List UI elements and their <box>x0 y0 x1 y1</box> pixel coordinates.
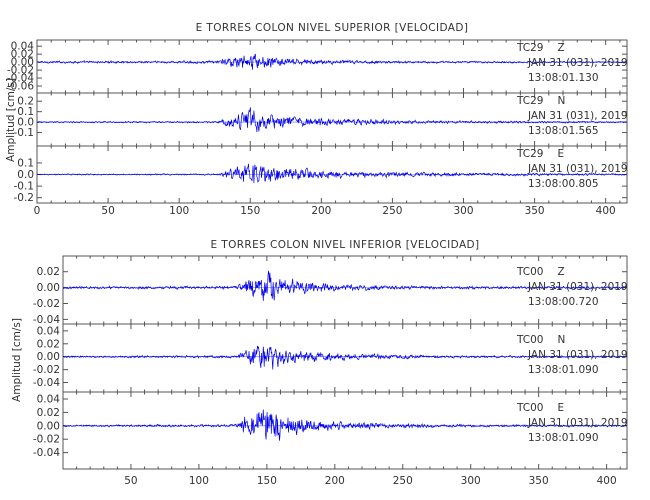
x-tick-label: 250 <box>382 205 402 217</box>
trace-time: 13:08:01.090 <box>528 432 599 444</box>
x-tick-label: 100 <box>169 205 189 217</box>
trace-station: TC29 <box>516 42 544 54</box>
trace-date: JAN 31 (031), 2019 <box>527 57 628 69</box>
y-tick-label: 0.04 <box>37 394 61 406</box>
y-tick-label: -0.2 <box>14 192 35 204</box>
y-axis-label: Amplitud [cm/s] <box>5 78 17 162</box>
y-tick-label: 0.02 <box>37 407 60 419</box>
trace-station: TC29 <box>516 148 544 160</box>
y-tick-label: 0.2 <box>17 96 34 108</box>
y-tick-label: 0.04 <box>37 325 61 337</box>
trace-station: TC00 <box>516 334 544 346</box>
y-tick-label: -0.02 <box>33 364 60 376</box>
y-tick-label: 0.04 <box>11 41 35 53</box>
chart-title: E TORRES COLON NIVEL INFERIOR [VELOCIDAD… <box>210 239 479 251</box>
y-tick-label: 0.1 <box>17 157 34 169</box>
y-tick-label: 0.00 <box>11 57 34 69</box>
trace-date: JAN 31 (031), 2019 <box>527 163 628 175</box>
x-tick-label: 200 <box>311 205 331 217</box>
y-tick-label: -0.04 <box>33 314 60 326</box>
y-tick-label: -0.02 <box>7 65 34 77</box>
y-tick-label: -0.04 <box>33 447 60 459</box>
y-tick-label: 0.02 <box>37 266 60 278</box>
y-tick-label: -0.06 <box>7 81 34 93</box>
trace-date: JAN 31 (031), 2019 <box>527 417 628 429</box>
y-tick-label: 0.0 <box>17 117 34 129</box>
trace-station-label: TC29 E <box>516 148 564 160</box>
y-tick-label: 0.00 <box>37 282 60 294</box>
x-tick-label: 50 <box>124 475 137 487</box>
y-tick-label: 0.00 <box>37 351 60 363</box>
trace-component: E <box>558 148 565 160</box>
x-tick-label: 350 <box>529 475 549 487</box>
trace-time: 13:08:00.720 <box>528 296 599 308</box>
y-tick-label: -0.02 <box>33 298 60 310</box>
chart-group-1: E TORRES COLON NIVEL SUPERIOR [VELOCIDAD… <box>5 22 628 217</box>
y-tick-label: 0.02 <box>37 338 60 350</box>
x-tick-label: 0 <box>34 205 41 217</box>
x-tick-label: 400 <box>597 475 617 487</box>
trace-station: TC00 <box>516 402 544 414</box>
trace-component: N <box>558 334 566 346</box>
panel-frame <box>62 391 628 470</box>
y-tick-label: 0.0 <box>17 169 34 181</box>
trace-station-label: TC00 N <box>516 334 565 346</box>
trace-date: JAN 31 (031), 2019 <box>527 349 628 361</box>
x-tick-label: 350 <box>525 205 545 217</box>
chart-group-2: E TORRES COLON NIVEL INFERIOR [VELOCIDAD… <box>11 239 628 487</box>
y-tick-label: -0.02 <box>33 434 60 446</box>
trace-station-label: TC00 Z <box>516 266 565 278</box>
trace-time: 13:08:01.130 <box>528 72 599 84</box>
trace-time: 13:08:01.565 <box>528 125 599 137</box>
chart-title: E TORRES COLON NIVEL SUPERIOR [VELOCIDAD… <box>196 22 469 34</box>
y-axis-label: Amplitud [cm/s] <box>11 318 23 402</box>
y-tick-label: -0.04 <box>7 73 34 85</box>
x-tick-label: 150 <box>240 205 260 217</box>
trace-component: E <box>558 402 565 414</box>
trace-station-label: TC29 Z <box>516 42 565 54</box>
y-tick-label: -0.1 <box>14 127 35 139</box>
trace-time: 13:08:00.805 <box>528 178 599 190</box>
y-tick-label: 0.1 <box>17 106 34 118</box>
x-tick-label: 250 <box>393 475 413 487</box>
x-tick-label: 300 <box>461 475 481 487</box>
trace-component: Z <box>558 42 565 54</box>
y-tick-label: -0.1 <box>14 181 35 193</box>
x-tick-label: 300 <box>453 205 473 217</box>
trace-date: JAN 31 (031), 2019 <box>527 110 628 122</box>
x-tick-label: 150 <box>257 475 277 487</box>
trace-station: TC29 <box>516 95 544 107</box>
x-tick-label: 200 <box>325 475 345 487</box>
trace-station-label: TC00 E <box>516 402 564 414</box>
trace-station-label: TC29 N <box>516 95 565 107</box>
trace-station: TC00 <box>516 266 544 278</box>
trace-date: JAN 31 (031), 2019 <box>527 281 628 293</box>
y-tick-label: 0.00 <box>37 420 60 432</box>
x-tick-label: 50 <box>101 205 114 217</box>
x-tick-label: 400 <box>596 205 616 217</box>
trace-component: Z <box>558 266 565 278</box>
y-tick-label: 0.02 <box>11 49 34 61</box>
trace-component: N <box>558 95 566 107</box>
trace-time: 13:08:01.090 <box>528 364 599 376</box>
x-tick-label: 100 <box>189 475 209 487</box>
y-tick-label: -0.04 <box>33 377 60 389</box>
